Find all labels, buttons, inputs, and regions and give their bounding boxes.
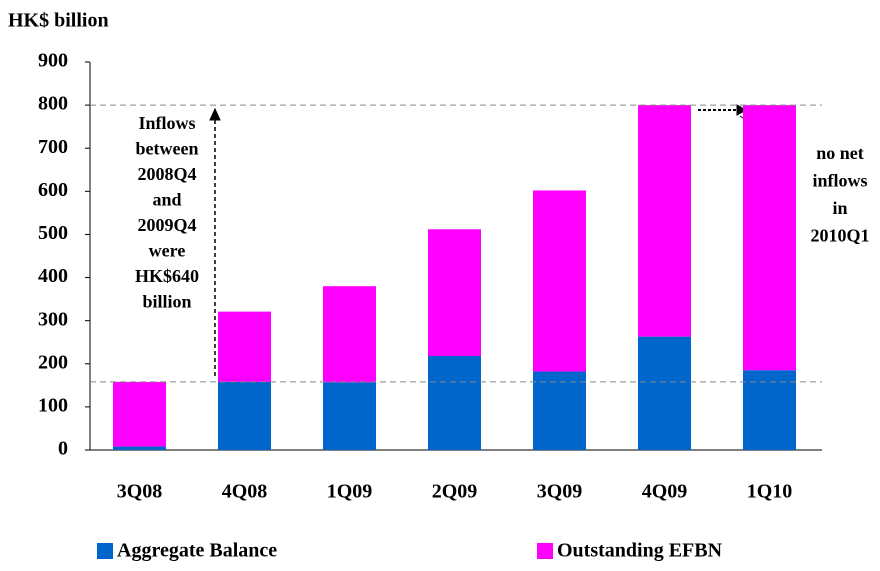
bar-segment bbox=[113, 446, 166, 450]
annotation: were bbox=[149, 241, 186, 261]
x-tick-label: 2Q09 bbox=[432, 481, 478, 503]
annotation: billion bbox=[142, 292, 191, 312]
legend-swatch bbox=[97, 543, 113, 559]
annotation: and bbox=[152, 190, 181, 210]
bar-segment bbox=[743, 370, 796, 450]
y-tick-label: 500 bbox=[38, 222, 68, 244]
y-tick-label: 900 bbox=[38, 50, 68, 72]
legend-label: Aggregate Balance bbox=[117, 540, 277, 562]
bar-segment bbox=[323, 286, 376, 383]
annotation: HK$640 bbox=[135, 266, 199, 286]
x-tick-label: 1Q10 bbox=[747, 481, 793, 503]
bar-segment bbox=[323, 382, 376, 450]
y-tick-label: 200 bbox=[38, 351, 68, 373]
y-tick-label: 700 bbox=[38, 136, 68, 158]
y-tick-label: 600 bbox=[38, 179, 68, 201]
x-tick-label: 3Q08 bbox=[117, 481, 163, 503]
x-tick-label: 4Q09 bbox=[642, 481, 688, 503]
x-tick-label: 1Q09 bbox=[327, 481, 373, 503]
bar-segment bbox=[638, 105, 691, 337]
y-tick-label: 100 bbox=[38, 394, 68, 416]
annotation: 2010Q1 bbox=[810, 226, 869, 246]
bar-segment bbox=[533, 371, 586, 450]
legend-label: Outstanding EFBN bbox=[557, 540, 723, 562]
y-tick-label: 800 bbox=[38, 93, 68, 115]
bar-segment bbox=[428, 229, 481, 357]
y-tick-label: 400 bbox=[38, 265, 68, 287]
bar-segment bbox=[743, 105, 796, 371]
y-tick-label: 300 bbox=[38, 308, 68, 330]
arrows bbox=[209, 104, 786, 376]
x-tick-label: 3Q09 bbox=[537, 481, 583, 503]
annotation: 2008Q4 bbox=[137, 164, 196, 184]
bar-segment bbox=[428, 356, 481, 450]
bar-segment bbox=[533, 190, 586, 372]
y-axis-label: HK$ billion bbox=[8, 10, 109, 32]
annotation: no net bbox=[816, 143, 864, 163]
annotation: inflows bbox=[812, 171, 867, 191]
bar-segment bbox=[113, 381, 166, 447]
bar-segment bbox=[218, 381, 271, 450]
annotation: between bbox=[136, 139, 199, 159]
bar-segment bbox=[218, 311, 271, 382]
legend-swatch bbox=[537, 543, 553, 559]
annotation: in bbox=[832, 198, 847, 218]
annotation: Inflows bbox=[138, 113, 195, 133]
annotation: 2009Q4 bbox=[137, 215, 196, 235]
bar-segment bbox=[638, 336, 691, 450]
y-tick-label: 0 bbox=[58, 438, 68, 460]
x-tick-label: 4Q08 bbox=[222, 481, 268, 503]
